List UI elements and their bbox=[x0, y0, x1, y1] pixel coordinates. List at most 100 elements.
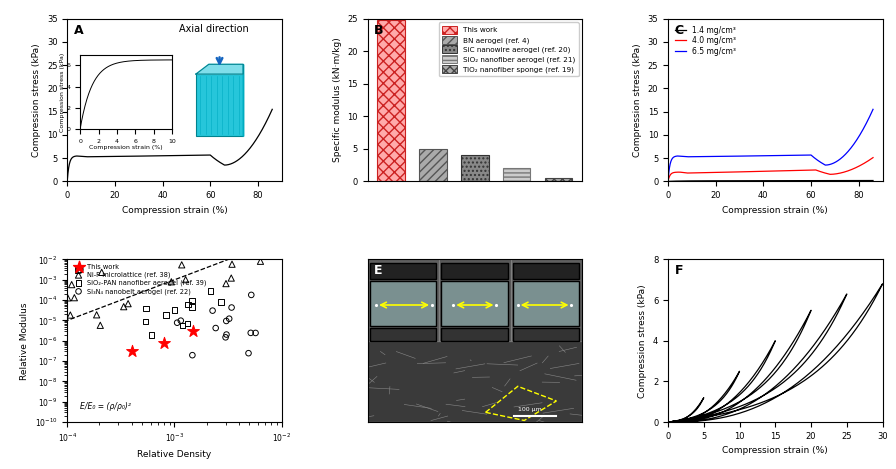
FancyBboxPatch shape bbox=[513, 280, 580, 326]
Point bbox=[185, 297, 200, 304]
Point bbox=[203, 287, 218, 295]
Bar bbox=[545, 179, 573, 182]
6.5 mg/cm³ bbox=[811, 156, 822, 162]
X-axis label: Compression strain (%): Compression strain (%) bbox=[722, 446, 828, 455]
FancyBboxPatch shape bbox=[370, 280, 436, 326]
Y-axis label: Compression stress (kPa): Compression stress (kPa) bbox=[32, 43, 41, 157]
FancyBboxPatch shape bbox=[513, 328, 580, 341]
FancyBboxPatch shape bbox=[367, 342, 582, 422]
Point bbox=[186, 327, 201, 335]
Point bbox=[209, 324, 223, 332]
Point bbox=[219, 280, 233, 287]
Point bbox=[94, 269, 108, 276]
Point bbox=[185, 351, 200, 359]
FancyBboxPatch shape bbox=[367, 259, 439, 341]
Point bbox=[121, 300, 135, 307]
4.0 mg/cm³ bbox=[663, 176, 674, 182]
6.5 mg/cm³ bbox=[808, 154, 819, 160]
6.5 mg/cm³ bbox=[823, 162, 833, 167]
6.5 mg/cm³ bbox=[797, 152, 807, 158]
FancyBboxPatch shape bbox=[441, 328, 508, 341]
Text: E/E₀ = (ρ/ρ₀)²: E/E₀ = (ρ/ρ₀)² bbox=[80, 402, 131, 411]
Point bbox=[116, 303, 131, 310]
FancyBboxPatch shape bbox=[511, 259, 582, 341]
Point bbox=[185, 303, 199, 311]
Point bbox=[139, 305, 153, 312]
Bar bbox=[461, 155, 488, 182]
FancyBboxPatch shape bbox=[196, 74, 243, 136]
Point bbox=[170, 319, 185, 326]
4.0 mg/cm³ bbox=[842, 168, 853, 174]
Point bbox=[157, 339, 171, 347]
Point bbox=[190, 237, 204, 245]
FancyBboxPatch shape bbox=[441, 263, 508, 279]
Y-axis label: Specific modulus (kN·m/kg): Specific modulus (kN·m/kg) bbox=[332, 38, 341, 162]
Point bbox=[244, 329, 258, 337]
Point bbox=[243, 221, 257, 228]
Text: B: B bbox=[374, 23, 383, 37]
1.4 mg/cm³ bbox=[755, 178, 766, 183]
FancyBboxPatch shape bbox=[439, 259, 511, 341]
Point bbox=[265, 228, 280, 236]
1.4 mg/cm³ bbox=[783, 178, 794, 183]
4.0 mg/cm³ bbox=[867, 155, 878, 160]
1.4 mg/cm³ bbox=[799, 178, 810, 183]
Point bbox=[174, 317, 188, 325]
1.4 mg/cm³ bbox=[715, 178, 726, 183]
Text: 100 μm: 100 μm bbox=[518, 407, 541, 412]
Point bbox=[178, 276, 193, 283]
1.4 mg/cm³ bbox=[699, 178, 710, 184]
Point bbox=[248, 329, 263, 337]
Point bbox=[164, 278, 178, 286]
Bar bbox=[377, 20, 405, 182]
Legend: This work, Ni-P microlattice (ref. 38), SiO₂-PAN nanofiber aerogel (ref. 39), Si: This work, Ni-P microlattice (ref. 38), … bbox=[71, 263, 208, 296]
Y-axis label: Compression stress (kPa): Compression stress (kPa) bbox=[633, 43, 642, 157]
Point bbox=[263, 234, 277, 242]
FancyBboxPatch shape bbox=[370, 263, 436, 279]
Line: 4.0 mg/cm³: 4.0 mg/cm³ bbox=[668, 158, 873, 182]
6.5 mg/cm³ bbox=[695, 154, 706, 159]
6.5 mg/cm³ bbox=[663, 179, 674, 184]
FancyBboxPatch shape bbox=[370, 328, 436, 341]
Line: 1.4 mg/cm³: 1.4 mg/cm³ bbox=[668, 181, 873, 182]
Point bbox=[257, 224, 271, 232]
Text: Axial direction: Axial direction bbox=[179, 23, 248, 34]
X-axis label: Compression strain (%): Compression strain (%) bbox=[122, 206, 228, 215]
Y-axis label: Relative Modulus: Relative Modulus bbox=[20, 302, 30, 379]
Polygon shape bbox=[196, 64, 243, 74]
Text: F: F bbox=[675, 265, 683, 277]
Point bbox=[172, 253, 186, 260]
Bar bbox=[504, 168, 530, 182]
Point bbox=[220, 331, 234, 338]
Point bbox=[225, 260, 239, 268]
Point bbox=[144, 331, 159, 339]
6.5 mg/cm³ bbox=[867, 106, 878, 112]
Point bbox=[159, 311, 173, 319]
X-axis label: Compression strain (%): Compression strain (%) bbox=[722, 206, 828, 215]
1.4 mg/cm³ bbox=[817, 178, 828, 183]
4.0 mg/cm³ bbox=[797, 167, 807, 173]
Point bbox=[220, 317, 234, 325]
4.0 mg/cm³ bbox=[837, 170, 848, 175]
Point bbox=[244, 291, 258, 299]
Point bbox=[125, 348, 139, 355]
X-axis label: Relative Density: Relative Density bbox=[137, 450, 211, 459]
Point bbox=[214, 298, 228, 305]
6.5 mg/cm³ bbox=[757, 153, 768, 159]
Bar bbox=[419, 149, 446, 182]
Point bbox=[219, 333, 233, 341]
Point bbox=[241, 349, 255, 357]
Point bbox=[93, 322, 108, 329]
Point bbox=[224, 274, 238, 282]
4.0 mg/cm³ bbox=[811, 167, 822, 173]
Legend: 1.4 mg/cm³, 4.0 mg/cm³, 6.5 mg/cm³: 1.4 mg/cm³, 4.0 mg/cm³, 6.5 mg/cm³ bbox=[672, 23, 739, 59]
FancyBboxPatch shape bbox=[513, 263, 580, 279]
FancyBboxPatch shape bbox=[441, 280, 508, 326]
Line: 6.5 mg/cm³: 6.5 mg/cm³ bbox=[668, 109, 873, 182]
Point bbox=[176, 322, 190, 329]
Y-axis label: Compression stress (kPa): Compression stress (kPa) bbox=[638, 284, 647, 398]
Point bbox=[205, 307, 220, 314]
Text: C: C bbox=[675, 23, 684, 37]
Point bbox=[181, 301, 195, 308]
Point bbox=[63, 311, 77, 319]
